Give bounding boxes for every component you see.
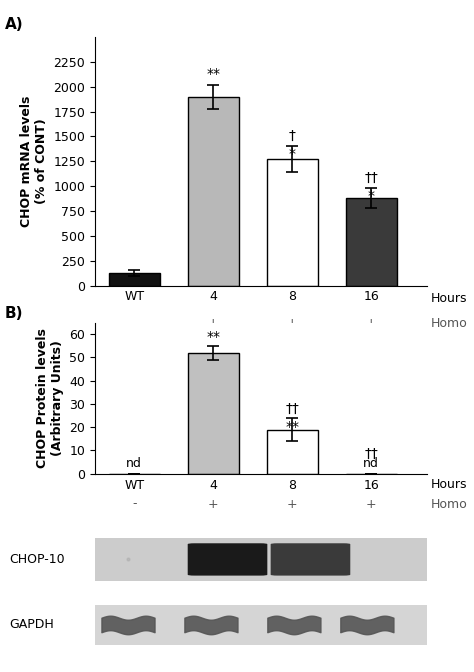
Text: GAPDH: GAPDH: [9, 618, 54, 632]
Text: +: +: [366, 497, 377, 511]
Text: **: **: [206, 67, 220, 81]
Text: CHOP-10: CHOP-10: [9, 553, 65, 566]
Text: +: +: [208, 317, 219, 330]
Text: *: *: [368, 189, 375, 203]
Text: A): A): [5, 17, 23, 32]
Text: ††: ††: [285, 402, 299, 416]
Y-axis label: CHOP Protein levels
(Arbitrary Units): CHOP Protein levels (Arbitrary Units): [36, 328, 64, 468]
FancyBboxPatch shape: [188, 543, 267, 576]
Text: **: **: [285, 420, 299, 434]
FancyBboxPatch shape: [271, 543, 350, 576]
Text: *: *: [289, 147, 296, 161]
Text: +: +: [287, 317, 298, 330]
Text: +: +: [287, 497, 298, 511]
Text: nd: nd: [127, 457, 142, 470]
Bar: [346, 198, 397, 286]
Bar: [188, 353, 239, 474]
Bar: [109, 273, 160, 286]
Text: Homo: Homo: [430, 317, 467, 330]
Text: **: **: [206, 330, 220, 344]
Text: †: †: [289, 130, 296, 143]
Bar: [266, 429, 318, 474]
Text: -: -: [132, 497, 137, 511]
Bar: [188, 97, 239, 286]
Text: ††: ††: [365, 447, 378, 461]
Text: -: -: [132, 317, 137, 330]
Bar: [266, 159, 318, 286]
Text: nd: nd: [364, 457, 379, 470]
Y-axis label: CHOP mRNA levels
(% of CONT): CHOP mRNA levels (% of CONT): [19, 95, 48, 227]
Text: Homo: Homo: [430, 497, 467, 511]
Text: +: +: [208, 497, 219, 511]
Text: B): B): [5, 306, 23, 321]
Text: ††: ††: [365, 171, 378, 185]
Text: +: +: [366, 317, 377, 330]
Text: Hours: Hours: [430, 292, 467, 305]
Text: Hours: Hours: [430, 478, 467, 491]
